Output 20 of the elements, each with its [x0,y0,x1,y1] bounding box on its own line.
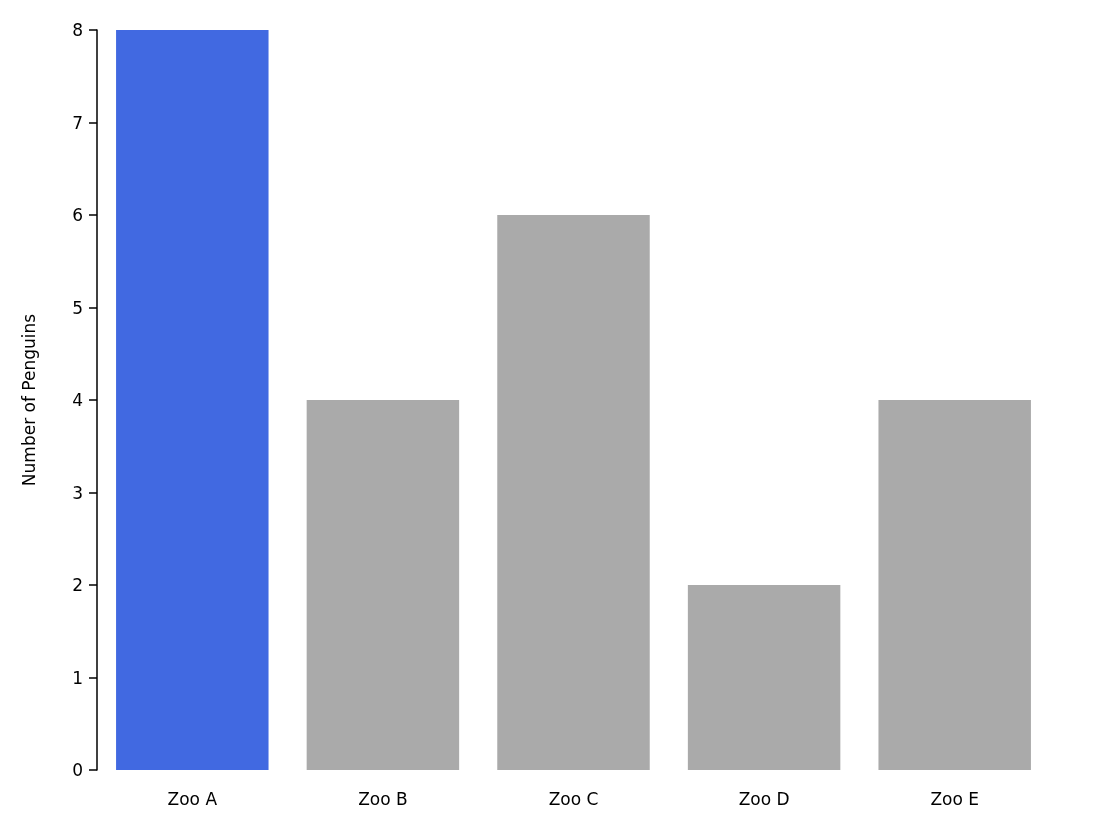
y-tick-label: 0 [72,760,83,780]
x-tick-label: Zoo A [167,788,218,809]
x-tick-label: Zoo E [930,788,979,809]
bar [116,30,269,770]
y-axis-title: Number of Penguins [18,313,39,487]
y-tick-label: 4 [72,390,83,410]
y-tick-label: 2 [72,575,83,595]
x-tick-label: Zoo C [548,788,599,809]
bar [497,215,650,770]
bar [306,400,460,770]
y-tick-label: 1 [72,667,83,688]
y-tick-label: 7 [72,112,83,133]
y-tick-label: 8 [72,20,83,40]
y-tick-label: 3 [72,482,83,503]
bar [687,585,841,770]
y-tick-label: 5 [72,297,83,318]
x-tick-label: Zoo D [738,788,790,809]
bar [878,400,1031,770]
y-tick-label: 6 [72,205,83,225]
x-tick-label: Zoo B [358,788,408,809]
